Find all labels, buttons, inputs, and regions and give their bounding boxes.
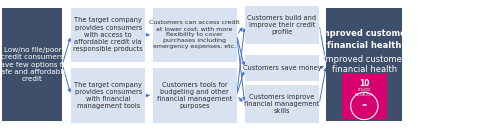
FancyBboxPatch shape <box>153 8 237 62</box>
Text: Improved customer
financial health: Improved customer financial health <box>318 29 410 50</box>
FancyBboxPatch shape <box>245 55 319 81</box>
Text: Low/no file/poor
credit consumers
have few options for
safe and affordable
credi: Low/no file/poor credit consumers have f… <box>0 47 69 82</box>
FancyBboxPatch shape <box>71 68 145 123</box>
Text: Customers improve
financial management
skills: Customers improve financial management s… <box>244 94 320 114</box>
FancyBboxPatch shape <box>245 85 319 123</box>
FancyBboxPatch shape <box>342 73 387 119</box>
Text: The target company
provides consumers
with financial
management tools: The target company provides consumers wi… <box>74 82 142 109</box>
FancyBboxPatch shape <box>326 8 402 121</box>
Text: Customers save money: Customers save money <box>243 65 321 71</box>
FancyBboxPatch shape <box>2 8 62 121</box>
Text: Customers can access credit
at lower cost, with more
flexibility to cover
purcha: Customers can access credit at lower cos… <box>149 20 240 49</box>
Text: The target company
provides consumers
with access to
affordable credit via
respo: The target company provides consumers wi… <box>73 17 143 52</box>
FancyBboxPatch shape <box>245 6 319 44</box>
FancyBboxPatch shape <box>71 8 145 62</box>
Text: =: = <box>362 103 367 108</box>
Text: Improved customer
financial health: Improved customer financial health <box>323 55 406 74</box>
Text: Customers build and
improve their credit
profile: Customers build and improve their credit… <box>247 15 317 35</box>
FancyBboxPatch shape <box>153 68 237 123</box>
Text: 10: 10 <box>359 79 370 88</box>
Text: Customers tools for
budgeting and other
financial management
purposes: Customers tools for budgeting and other … <box>157 82 232 109</box>
Text: REDUCED
INEQUALITIES: REDUCED INEQUALITIES <box>355 88 374 96</box>
